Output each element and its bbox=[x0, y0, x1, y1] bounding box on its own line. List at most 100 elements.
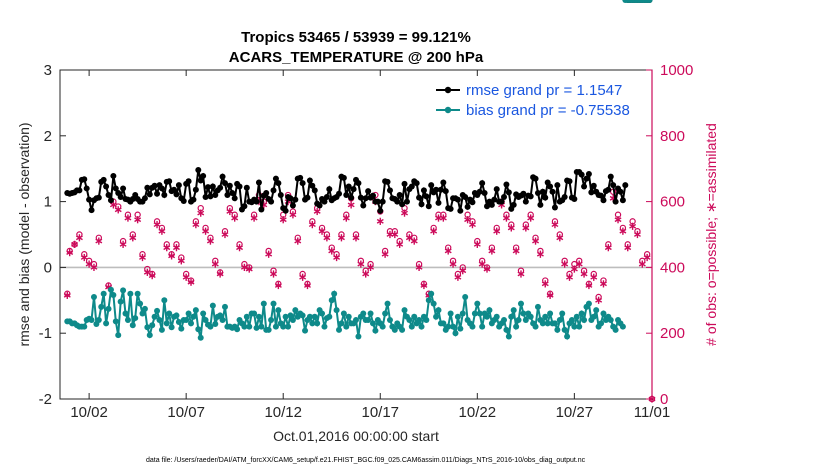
asterisk-stroke bbox=[376, 218, 384, 224]
rmse-point bbox=[561, 193, 568, 200]
asterisk-stroke bbox=[318, 228, 326, 234]
rmse-point bbox=[510, 201, 517, 208]
assimilated-obs-marker bbox=[391, 230, 399, 239]
bias-point bbox=[282, 313, 289, 320]
rmse-point bbox=[551, 204, 558, 211]
asterisk-stroke bbox=[75, 235, 83, 241]
rmse-point bbox=[190, 196, 197, 203]
asterisk-stroke bbox=[483, 266, 491, 272]
assimilated-obs-marker bbox=[604, 244, 612, 252]
assimilated-obs-marker bbox=[551, 221, 559, 229]
rmse-point bbox=[299, 180, 306, 187]
x-tick-label: 10/17 bbox=[361, 404, 399, 421]
rmse-point bbox=[447, 205, 454, 212]
rmse-point bbox=[442, 188, 449, 195]
asterisk-stroke bbox=[143, 269, 151, 275]
bias-point bbox=[544, 320, 551, 327]
asterisk-stroke bbox=[328, 248, 336, 254]
bias-point bbox=[571, 323, 578, 330]
bias-point bbox=[433, 313, 440, 320]
assimilated-obs-marker bbox=[629, 222, 637, 230]
y-axis-label: rmse and bias (model - observation) bbox=[16, 122, 32, 346]
rmse-point bbox=[554, 182, 561, 189]
asterisk-stroke bbox=[566, 274, 573, 280]
assimilated-obs-marker bbox=[415, 263, 423, 271]
rmse-point bbox=[120, 185, 127, 192]
bias-point bbox=[445, 323, 452, 330]
rmse-point bbox=[195, 167, 202, 174]
assimilated-obs-marker bbox=[231, 214, 239, 222]
assimilated-obs-marker bbox=[163, 244, 171, 252]
rmse-point bbox=[598, 192, 605, 199]
asterisk-stroke bbox=[468, 222, 476, 228]
assimilated-obs-marker bbox=[75, 234, 83, 242]
assimilated-obs-marker bbox=[352, 234, 360, 242]
bias-point bbox=[598, 320, 605, 327]
bias-point bbox=[221, 303, 228, 310]
asterisk-stroke bbox=[580, 271, 588, 277]
bias-point bbox=[338, 320, 345, 327]
bias-point bbox=[275, 307, 282, 314]
asterisk-stroke bbox=[270, 271, 277, 277]
asterisk-stroke bbox=[304, 283, 311, 288]
asterisk-stroke bbox=[507, 225, 515, 231]
bias-point bbox=[314, 320, 321, 327]
assimilated-obs-marker bbox=[357, 260, 365, 268]
rmse-point bbox=[532, 175, 539, 182]
asterisk-stroke bbox=[541, 281, 549, 287]
asterisk-stroke bbox=[231, 215, 239, 221]
assimilated-obs-marker bbox=[464, 216, 472, 224]
bias-point bbox=[258, 323, 265, 330]
bias-point bbox=[219, 317, 226, 324]
data-file-footer: data file: /Users/raeder/DAI/ATM_forcXX/… bbox=[146, 457, 586, 464]
assimilated-obs-marker bbox=[66, 248, 74, 257]
rmse-point bbox=[297, 174, 304, 181]
asterisk-stroke bbox=[430, 228, 438, 234]
bias-point bbox=[343, 323, 350, 330]
asterisk-stroke bbox=[192, 222, 200, 228]
rmse-point bbox=[539, 188, 546, 195]
y-tick-label: -1 bbox=[39, 325, 52, 342]
assimilated-obs-marker bbox=[488, 247, 496, 255]
bias-point bbox=[365, 317, 372, 324]
assimilated-obs-marker bbox=[236, 244, 244, 252]
x-tick-label: 10/07 bbox=[167, 404, 205, 421]
assimilated-obs-marker bbox=[624, 244, 632, 252]
bias-point bbox=[559, 310, 566, 317]
bias-point bbox=[411, 313, 418, 320]
asterisk-stroke bbox=[570, 266, 578, 272]
asterisk-stroke bbox=[449, 261, 457, 267]
assimilated-obs-marker bbox=[158, 227, 166, 235]
rmse-point bbox=[316, 202, 323, 209]
chart-title-line2: ACARS_TEMPERATURE @ 200 hPa bbox=[229, 49, 484, 66]
assimilated-obs-marker bbox=[566, 273, 573, 281]
rmse-point bbox=[622, 182, 629, 189]
bias-point bbox=[493, 313, 500, 320]
assimilated-obs-marker bbox=[294, 237, 302, 245]
asterisk-stroke bbox=[459, 268, 467, 274]
y-tick-label: 0 bbox=[44, 259, 52, 276]
asterisk-stroke bbox=[216, 271, 224, 277]
bias-point bbox=[522, 317, 529, 324]
asterisk-stroke bbox=[473, 241, 481, 247]
rmse-point bbox=[590, 182, 597, 189]
asterisk-stroke bbox=[289, 212, 297, 218]
assimilated-obs-marker bbox=[245, 265, 253, 273]
bias-point bbox=[146, 332, 153, 339]
rmse-point bbox=[457, 207, 464, 214]
bias-point bbox=[379, 323, 386, 330]
rmse-point bbox=[505, 189, 512, 196]
rmse-point bbox=[491, 196, 498, 203]
rmse-point bbox=[107, 197, 114, 204]
rmse-point bbox=[396, 192, 403, 199]
chart-title-line1: Tropics 53465 / 53939 = 99.121% bbox=[241, 29, 471, 46]
bias-point bbox=[600, 310, 607, 317]
bias-point bbox=[331, 290, 338, 297]
rmse-point bbox=[369, 192, 376, 199]
asterisk-stroke bbox=[391, 232, 399, 237]
rmse-point bbox=[311, 187, 318, 194]
assimilated-obs-marker bbox=[633, 230, 641, 239]
rmse-point bbox=[462, 193, 469, 200]
assimilated-obs-marker bbox=[643, 253, 651, 262]
assimilated-obs-marker bbox=[439, 214, 447, 222]
